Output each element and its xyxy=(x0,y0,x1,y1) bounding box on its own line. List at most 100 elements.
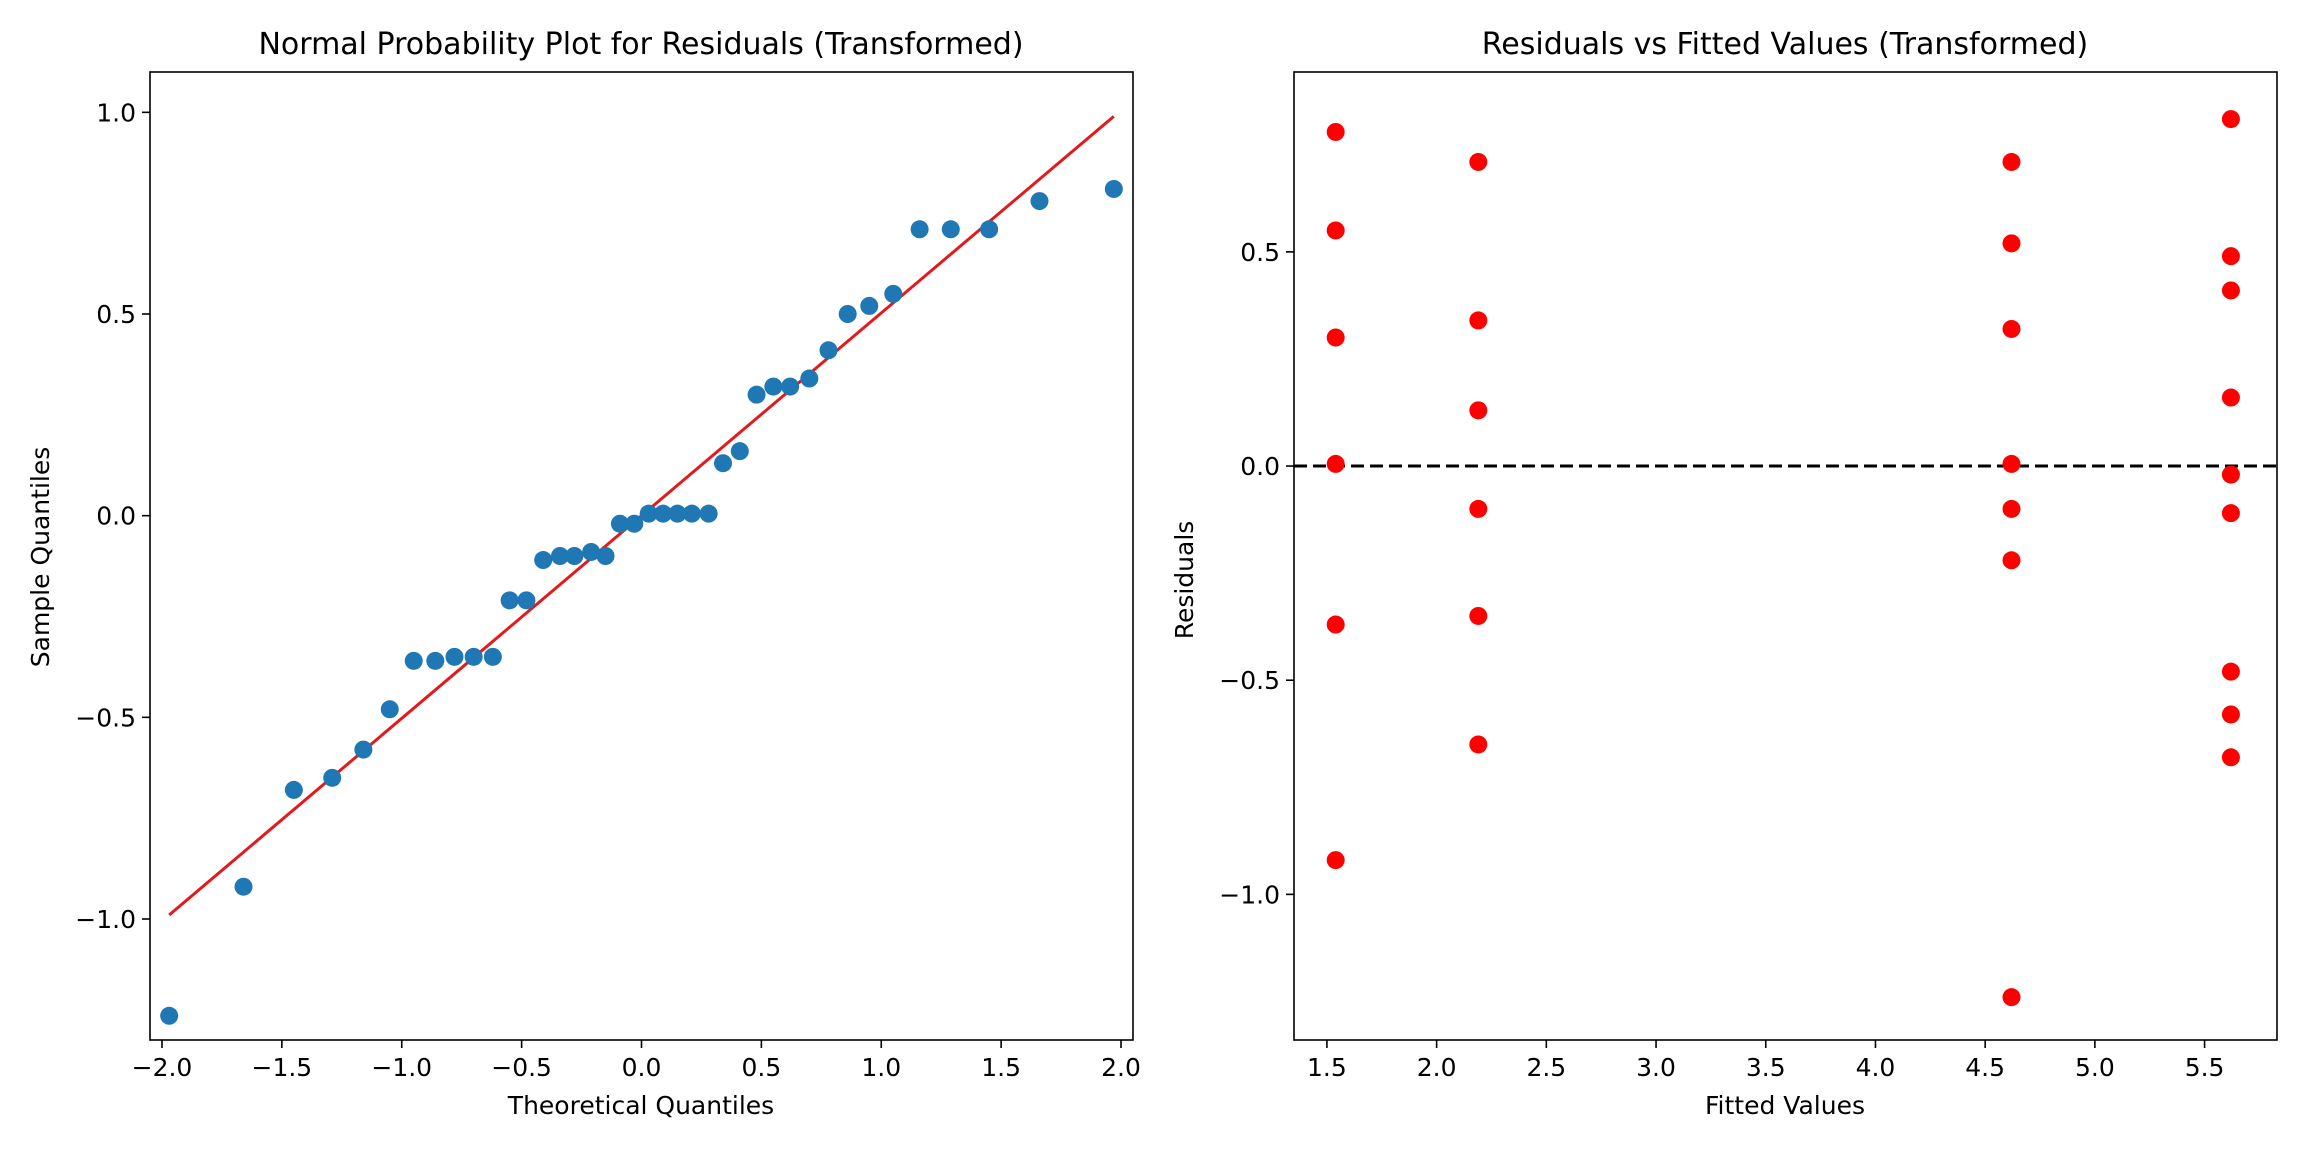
y-tick-label: −1.0 xyxy=(75,905,136,934)
data-point xyxy=(500,591,519,610)
data-point xyxy=(550,547,569,565)
data-point xyxy=(714,454,733,473)
chart-title: Normal Probability Plot for Residuals (T… xyxy=(258,27,1023,62)
plot-frame xyxy=(149,71,1134,1041)
y-tick-label: 0.0 xyxy=(96,502,136,531)
data-point xyxy=(2002,499,2021,518)
data-point xyxy=(884,284,903,303)
data-point xyxy=(404,651,423,670)
y-tick-label: 0.5 xyxy=(96,300,136,329)
data-point xyxy=(625,514,644,533)
x-tick-label: −2.0 xyxy=(132,1053,193,1082)
data-point xyxy=(1326,454,1345,473)
qq-plot: Normal Probability Plot for Residuals (T… xyxy=(26,27,1141,1120)
x-tick-label: 3.0 xyxy=(1636,1053,1676,1082)
data-point xyxy=(445,647,464,666)
data-point xyxy=(682,504,701,523)
data-point xyxy=(160,1006,179,1025)
y-ticks: −1.0 −0.5 0.0 0.5 xyxy=(1219,238,1294,909)
data-point xyxy=(610,514,629,533)
data-point xyxy=(2221,465,2240,484)
x-tick-label: 1.0 xyxy=(861,1053,901,1082)
data-point xyxy=(464,647,483,666)
x-ticks: 1.5 2.0 2.5 3.0 3.5 4.0 4.5 5.0 5.5 xyxy=(1307,1040,2224,1082)
data-point xyxy=(2002,551,2021,570)
x-tick-label: −1.5 xyxy=(252,1053,313,1082)
y-tick-label: −1.0 xyxy=(1219,880,1280,909)
x-tick-label: 4.0 xyxy=(1856,1053,1896,1082)
data-point xyxy=(860,296,879,315)
y-tick-label: 1.0 xyxy=(96,98,136,127)
x-tick-label: −1.0 xyxy=(371,1053,432,1082)
data-point xyxy=(910,220,929,239)
chart-title: Residuals vs Fitted Values (Transformed) xyxy=(1482,27,2088,62)
x-tick-label: 4.5 xyxy=(1965,1053,2005,1082)
x-tick-label: 2.5 xyxy=(1526,1053,1566,1082)
data-point xyxy=(2221,110,2240,129)
data-point xyxy=(2221,388,2240,407)
data-point xyxy=(284,780,303,799)
data-point xyxy=(234,877,253,896)
y-axis-label: Sample Quantiles xyxy=(26,447,55,667)
data-point xyxy=(565,547,584,565)
data-point xyxy=(483,647,502,666)
data-point xyxy=(380,700,399,719)
data-point xyxy=(764,377,783,396)
data-point xyxy=(354,740,373,759)
data-point xyxy=(2221,247,2240,266)
data-point xyxy=(781,377,800,396)
data-point xyxy=(800,369,819,388)
data-point xyxy=(838,305,857,323)
data-point xyxy=(517,591,536,610)
data-point xyxy=(2221,748,2240,767)
data-point xyxy=(747,385,766,404)
data-point xyxy=(1326,221,1345,240)
data-point xyxy=(639,504,658,523)
data-point xyxy=(534,551,553,570)
residuals-vs-fitted-plot: Residuals vs Fitted Values (Transformed)… xyxy=(1170,27,2278,1120)
x-tick-label: 2.0 xyxy=(1417,1053,1457,1082)
data-point xyxy=(819,341,838,360)
data-point xyxy=(2002,234,2021,253)
data-point xyxy=(1030,192,1049,211)
data-point xyxy=(1104,179,1123,198)
x-tick-label: 1.5 xyxy=(1307,1053,1347,1082)
x-tick-label: 1.5 xyxy=(981,1053,1021,1082)
points xyxy=(160,179,1123,1025)
data-point xyxy=(596,547,615,565)
data-point xyxy=(1469,311,1488,330)
x-tick-label: 5.0 xyxy=(2075,1053,2115,1082)
x-axis-label: Fitted Values xyxy=(1705,1091,1865,1120)
data-point xyxy=(2221,662,2240,681)
data-point xyxy=(1469,735,1488,754)
data-point xyxy=(1326,615,1345,634)
data-point xyxy=(730,442,749,461)
data-point xyxy=(426,651,445,670)
data-point xyxy=(1469,499,1488,518)
y-axis-label: Residuals xyxy=(1170,521,1199,640)
x-ticks: −2.0 −1.5 −1.0 −0.5 0.0 0.5 1.0 1.5 2.0 xyxy=(132,1040,1141,1082)
data-point xyxy=(1326,851,1345,870)
y-ticks: −1.0 −0.5 0.0 0.5 1.0 xyxy=(75,98,150,934)
data-point xyxy=(2002,319,2021,338)
data-point xyxy=(2002,988,2021,1007)
data-point xyxy=(699,504,718,523)
x-tick-label: 5.5 xyxy=(2185,1053,2225,1082)
y-tick-label: 0.0 xyxy=(1240,452,1280,481)
data-point xyxy=(2221,281,2240,300)
x-tick-label: 0.0 xyxy=(622,1053,662,1082)
data-point xyxy=(323,768,342,787)
data-point xyxy=(2002,152,2021,171)
x-tick-label: 0.5 xyxy=(741,1053,781,1082)
data-point xyxy=(2221,504,2240,523)
data-point xyxy=(980,220,999,239)
data-point xyxy=(1326,328,1345,347)
y-tick-label: −0.5 xyxy=(75,703,136,732)
data-point xyxy=(1469,401,1488,420)
data-point xyxy=(2002,454,2021,473)
data-point xyxy=(654,504,673,523)
data-point xyxy=(1469,606,1488,625)
data-point xyxy=(582,542,601,561)
x-tick-label: −0.5 xyxy=(491,1053,552,1082)
